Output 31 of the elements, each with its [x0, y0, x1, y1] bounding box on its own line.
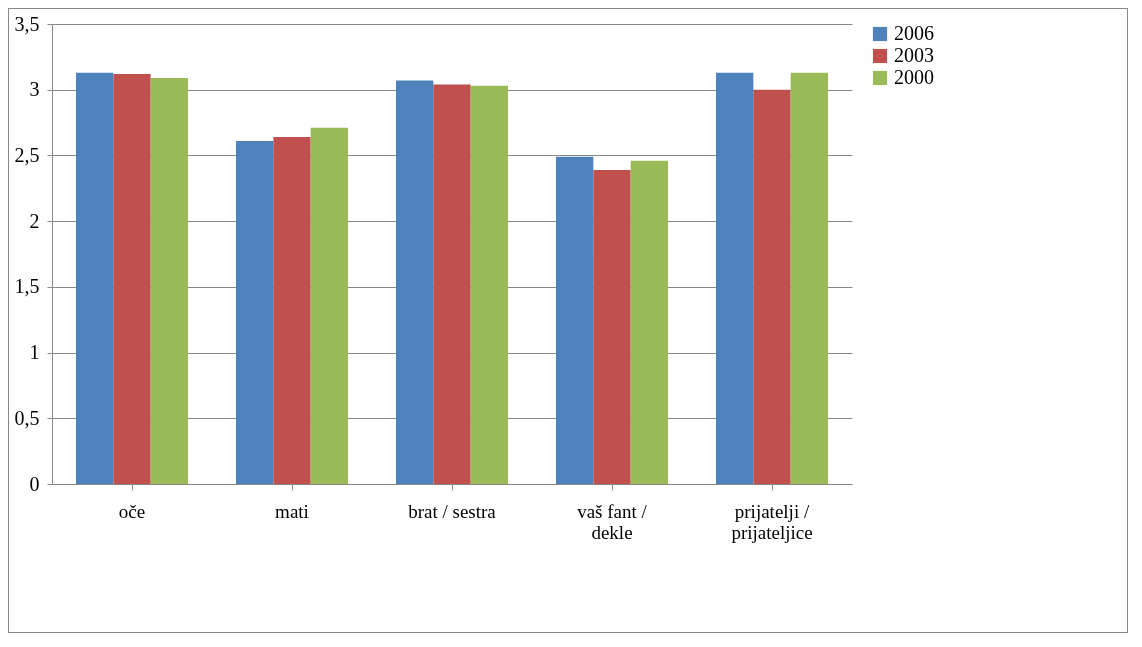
x-tick-label: mati	[275, 500, 309, 522]
y-tick-label: 0	[29, 472, 40, 495]
bar	[790, 72, 828, 484]
bar	[310, 127, 348, 484]
bar	[273, 137, 311, 484]
bar	[433, 84, 471, 484]
x-tick-label: oče	[118, 500, 146, 522]
bar	[150, 77, 188, 484]
legend-label: 2003	[894, 44, 934, 66]
bar	[236, 140, 274, 484]
y-tick-label: 1,5	[14, 275, 40, 298]
bar	[716, 72, 754, 484]
y-tick-label: 2,5	[14, 143, 40, 166]
bar	[113, 73, 151, 484]
x-tick-label: brat / sestra	[408, 500, 497, 522]
y-tick-label: 3	[29, 78, 40, 101]
y-tick-label: 2	[29, 209, 40, 232]
legend-label: 2006	[894, 22, 934, 44]
bar	[396, 80, 434, 484]
legend-label: 2000	[894, 66, 934, 88]
bar	[76, 72, 114, 484]
bar	[753, 89, 791, 484]
y-tick-label: 1	[29, 341, 40, 364]
bar	[593, 169, 631, 484]
bar	[630, 160, 668, 484]
bar	[470, 85, 508, 484]
y-tick-label: 0,5	[14, 406, 40, 429]
x-tick-label: prijatelji / prijateljice	[731, 500, 813, 543]
y-tick-label: 3,5	[14, 12, 40, 35]
x-tick-label: vaš fant / dekle	[577, 500, 648, 543]
bar	[556, 156, 594, 484]
